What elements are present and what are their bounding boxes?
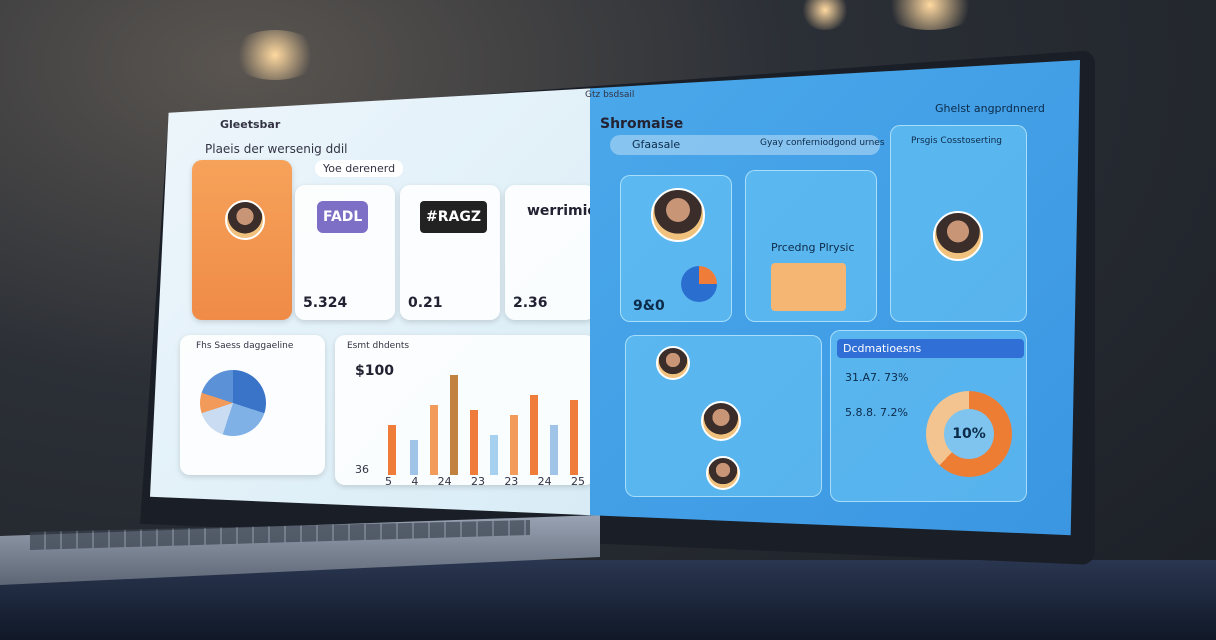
bar-card: Esmt dhdents $100 36 5 4 24 23 23 24 25 (335, 335, 595, 488)
donut-value: 10% (952, 426, 986, 442)
profile-card[interactable] (192, 160, 292, 320)
bar-value: $100 (355, 363, 394, 379)
avatar (225, 200, 265, 240)
brand: werrimieg (527, 203, 607, 219)
search[interactable]: Yoe derenerd (315, 160, 404, 177)
pie (200, 370, 266, 436)
bars (388, 375, 578, 475)
right-panel: Gtz bsdsail Shromaise Ghelst angprdnnerd… (585, 60, 1080, 536)
stat: 5.8.8. 7.2% (845, 406, 908, 419)
avatar (933, 211, 983, 261)
note (771, 263, 846, 311)
stats-title: Dcdmatioesns (837, 339, 1024, 358)
brand-card[interactable]: #RAGZ 0.21 (400, 185, 500, 320)
bar-decoration (388, 375, 578, 475)
pie-card: Fhs Saess daggaeline (180, 335, 325, 475)
bar-title: Esmt dhdents (347, 341, 410, 351)
brand: #RAGZ (420, 201, 487, 233)
profile-caption: Prcedng Plrysic (771, 241, 855, 254)
lamp (230, 30, 320, 80)
heading: Plaeis der wersenig ddil (205, 142, 348, 156)
side-title: Prsgis Cosstoserting (911, 136, 1002, 146)
x-label: 5 (385, 475, 392, 488)
avatar (651, 188, 705, 242)
brand-card[interactable]: werrimieg 2.36 (505, 185, 607, 320)
search-hint: Gyay conferniodgond urnes (760, 138, 885, 148)
x-label: 24 (437, 475, 452, 488)
avatar (701, 401, 741, 441)
lamp (800, 0, 850, 30)
app-name: Gleetsbar (220, 118, 281, 131)
top-title: Gtz bsdsail (585, 90, 635, 100)
info-card[interactable]: Prcedng Plrysic (745, 170, 877, 322)
brand-card[interactable]: FADL 5.324 (295, 185, 395, 320)
stat: 31.A7. 73% (845, 371, 909, 384)
profile-card[interactable]: 9&0 (620, 175, 732, 322)
card-value: 0.21 (408, 295, 443, 311)
card-value: 2.36 (513, 295, 548, 311)
left-panel: Gleetsbar Plaeis der wersenig ddil Yoe d… (150, 60, 607, 536)
ring (681, 266, 717, 302)
lamp (880, 0, 980, 30)
x-label: 25 (570, 475, 585, 488)
x-label: 4 (411, 475, 419, 488)
account[interactable]: Ghelst angprdnnerd (935, 102, 1045, 115)
avatar (706, 456, 740, 490)
brand: FADL (317, 201, 369, 233)
title: Shromaise (600, 116, 684, 132)
stats-card[interactable]: Dcdmatioesns 31.A7. 73% 5.8.8. 7.2% 10% (830, 330, 1027, 502)
pie-title: Fhs Saess daggaeline (196, 341, 294, 351)
contacts-card[interactable] (625, 335, 822, 497)
search: Gfaasale (632, 138, 681, 151)
donut: 10% (926, 391, 1012, 477)
x-label: 23 (504, 475, 519, 488)
screen: Gleetsbar Plaeis der wersenig ddil Yoe d… (150, 60, 1080, 536)
x-axis: 5 4 24 23 23 24 25 (385, 475, 585, 488)
card-value: 5.324 (303, 295, 348, 311)
profile-value: 9&0 (633, 298, 665, 314)
avatar (656, 346, 690, 380)
side-card[interactable]: Prsgis Cosstoserting (890, 125, 1027, 322)
bar-base: 36 (355, 463, 369, 476)
x-label: 23 (470, 475, 485, 488)
search-bar[interactable]: Gfaasale Gyay conferniodgond urnes (610, 135, 885, 155)
x-label: 24 (537, 475, 552, 488)
